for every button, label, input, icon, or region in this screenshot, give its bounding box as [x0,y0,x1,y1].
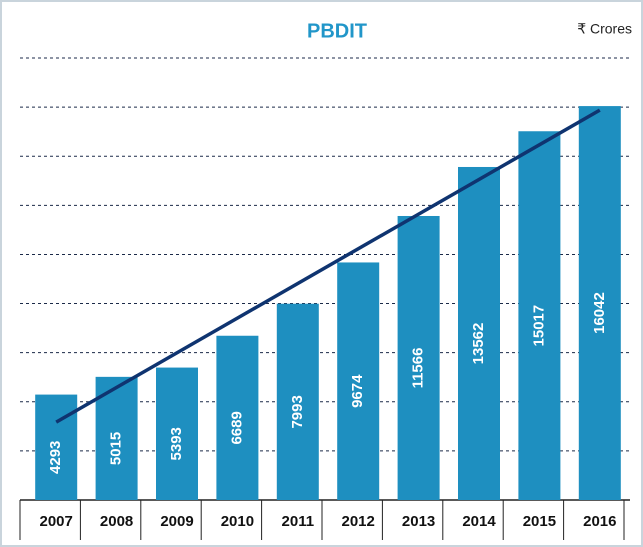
bar [276,303,319,500]
bar [578,106,621,501]
x-tick-label: 2013 [402,513,435,530]
value-label: 11566 [410,348,427,389]
bar [156,367,198,500]
x-tick-label: 2015 [523,513,556,530]
x-tick-label: 2007 [40,513,73,530]
bar [518,131,561,501]
x-tick-label: 2010 [221,513,254,530]
value-label: 7993 [289,395,306,428]
bar [216,335,259,500]
value-label: 16042 [591,292,608,334]
x-tick-label: 2011 [282,513,315,530]
bar [458,166,500,501]
bar [397,215,440,500]
chart-title: PBDIT [307,20,367,42]
value-label: 9674 [349,374,366,408]
value-label: 5015 [108,432,125,465]
value-label: 15017 [530,305,547,347]
value-label: 13562 [470,323,487,365]
x-tick-label: 2016 [583,513,616,530]
x-tick-label: 2012 [342,513,375,530]
value-label: 4293 [47,441,64,474]
unit-label: ₹ Crores [577,21,632,37]
x-tick-label: 2014 [462,513,496,530]
bar [337,262,380,500]
x-tick-label: 2009 [160,513,193,530]
value-label: 5393 [168,427,185,460]
trend-line [55,108,601,424]
value-label: 6689 [228,411,245,444]
x-tick-label: 2008 [100,513,133,530]
